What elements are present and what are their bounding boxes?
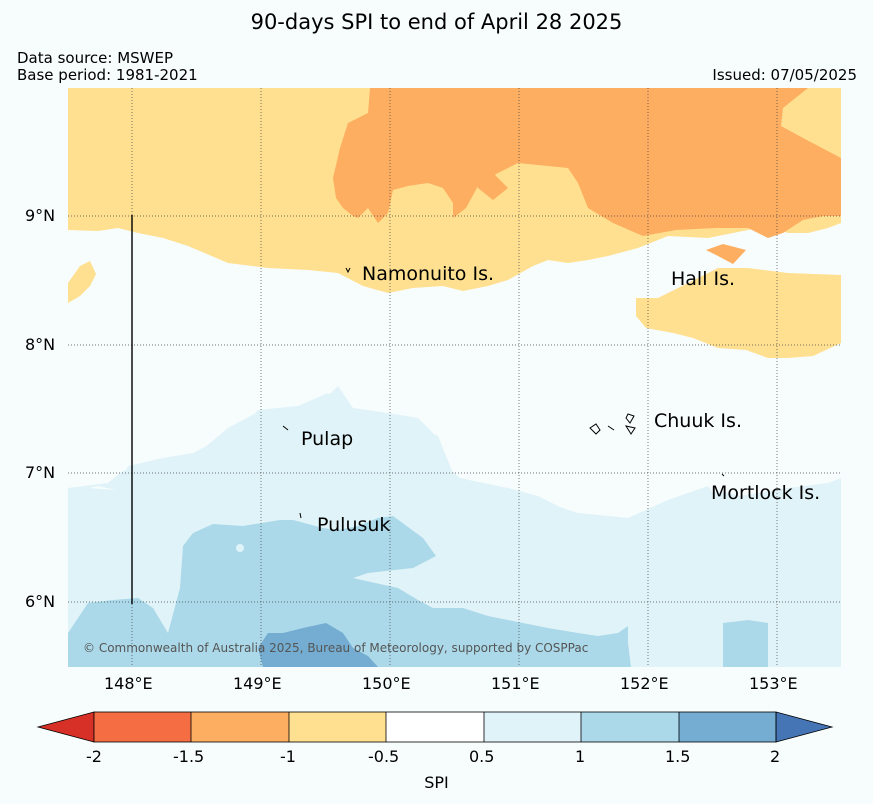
island-label-pulap: Pulap [301, 428, 354, 450]
mortlock-outline [721, 473, 725, 477]
island-label-pulusuk: Pulusuk [317, 514, 391, 536]
island-label-namonuito: Namonuito Is. [362, 263, 495, 285]
pulusuk-outline [299, 512, 302, 519]
spi-region-1-1.5-east [723, 620, 768, 667]
island-outlines [282, 267, 725, 519]
graticule [68, 88, 841, 667]
spi-region-neg1-neg1.5-small [476, 173, 508, 200]
colorbar-bin-neg1.5 [191, 712, 289, 742]
chuuk-outline [589, 413, 636, 435]
colorbar-tick-0.5: 0.5 [469, 747, 495, 766]
colorbar-tick-neg2: -2 [86, 747, 102, 766]
copyright-text: © Commonwealth of Australia 2025, Bureau… [83, 641, 588, 655]
spi-region-neg0.5-neg1-hall [636, 268, 841, 358]
lon-label-148E: 148°E [104, 674, 153, 693]
base-period: Base period: 1981-2021 [17, 66, 198, 84]
lat-label-7N: 7°N [25, 463, 56, 482]
spi-region-neg0.5-neg1-west [68, 261, 96, 303]
colorbar-tick-neg0.5: -0.5 [368, 747, 400, 766]
spi-hole [236, 544, 244, 552]
colorbar-tick-2: 2 [770, 747, 781, 766]
island-label-chuuk: Chuuk Is. [654, 410, 742, 432]
island-label-hall: Hall Is. [671, 268, 736, 290]
colorbar-tick-1.5: 1.5 [665, 747, 691, 766]
lon-label-152E: 152°E [620, 674, 669, 693]
data-source: Data source: MSWEP [17, 49, 174, 67]
colorbar-bin-neutral [386, 712, 484, 742]
lon-label-151E: 151°E [491, 674, 540, 693]
namonuito-outline [345, 267, 351, 274]
spi-region-1.5-2 [258, 623, 378, 667]
island-label-mortlock: Mortlock Is. [711, 482, 821, 504]
colorbar-tick-1: 1 [575, 747, 586, 766]
colorbar-bin-neg2 [94, 712, 191, 742]
lon-label-153E: 153°E [749, 674, 798, 693]
spi-region-neg1-neg1.5 [333, 88, 841, 238]
lat-label-6N: 6°N [25, 592, 56, 611]
colorbar-tick-neg1.5: -1.5 [173, 747, 205, 766]
lat-label-9N: 9°N [25, 206, 56, 225]
lon-label-149E: 149°E [233, 674, 282, 693]
spi-region-neg1-neg1.5-spot [706, 244, 746, 264]
colorbar-bin-1 [581, 712, 679, 742]
spi-colorbar [36, 711, 834, 743]
spi-map: © Commonwealth of Australia 2025, Bureau… [68, 88, 841, 667]
colorbar-extend-high [775, 711, 834, 743]
colorbar-extend-low [36, 711, 95, 743]
issued-date: Issued: 07/05/2025 [712, 66, 857, 84]
colorbar-label: SPI [424, 773, 449, 792]
colorbar-bin-0.5 [484, 712, 581, 742]
lat-label-8N: 8°N [25, 335, 56, 354]
colorbar-bin-1.5 [679, 712, 776, 742]
colorbar-tick-neg1: -1 [280, 747, 296, 766]
spi-region-1-1.5 [68, 516, 631, 667]
pulap-outline [282, 425, 289, 431]
map-title: 90-days SPI to end of April 28 2025 [250, 10, 623, 34]
colorbar-bin-neg1 [289, 712, 386, 742]
lon-label-150E: 150°E [362, 674, 411, 693]
